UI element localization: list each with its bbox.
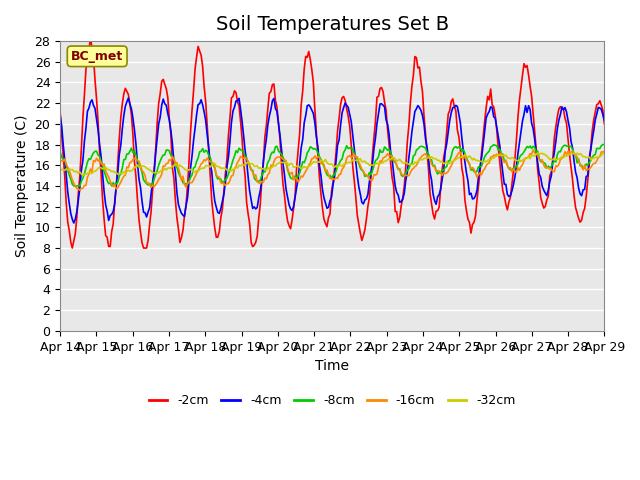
-32cm (56, 168, 64, 173)
-8cm (572, 152, 579, 157)
-16cm (125, 165, 132, 170)
-2cm (298, 102, 305, 108)
-2cm (126, 101, 134, 107)
-4cm (600, 118, 608, 123)
-32cm (573, 150, 581, 156)
-8cm (296, 170, 303, 176)
-32cm (296, 165, 303, 170)
-4cm (298, 145, 305, 151)
Y-axis label: Soil Temperature (C): Soil Temperature (C) (15, 115, 29, 257)
-8cm (238, 147, 246, 153)
-8cm (70, 183, 77, 189)
-8cm (600, 142, 608, 147)
-2cm (240, 160, 248, 166)
-8cm (56, 149, 64, 155)
-4cm (56, 112, 64, 118)
Legend: -2cm, -4cm, -8cm, -16cm, -32cm: -2cm, -4cm, -8cm, -16cm, -32cm (144, 389, 521, 412)
-4cm (125, 95, 132, 101)
-2cm (249, 244, 257, 250)
-4cm (221, 179, 229, 185)
-16cm (247, 166, 255, 172)
-2cm (68, 245, 76, 251)
-4cm (573, 175, 581, 180)
-32cm (534, 150, 541, 156)
-8cm (220, 179, 228, 184)
-16cm (238, 155, 246, 160)
Line: -2cm: -2cm (60, 37, 604, 248)
Text: BC_met: BC_met (71, 50, 124, 63)
-4cm (70, 220, 77, 226)
-16cm (573, 154, 581, 160)
-2cm (573, 210, 581, 216)
-4cm (126, 101, 134, 107)
-16cm (296, 177, 303, 182)
-8cm (247, 167, 255, 173)
Line: -4cm: -4cm (60, 98, 604, 223)
-2cm (600, 121, 608, 127)
Line: -8cm: -8cm (60, 144, 604, 186)
-16cm (76, 187, 84, 193)
-32cm (600, 150, 608, 156)
Line: -32cm: -32cm (60, 153, 604, 176)
Title: Soil Temperatures Set B: Soil Temperatures Set B (216, 15, 449, 34)
-16cm (600, 148, 608, 154)
Line: -16cm: -16cm (60, 150, 604, 190)
-4cm (240, 132, 248, 138)
-8cm (599, 142, 607, 147)
-2cm (221, 171, 229, 177)
-16cm (220, 180, 228, 186)
-8cm (125, 151, 132, 157)
X-axis label: Time: Time (316, 359, 349, 373)
-2cm (56, 109, 64, 115)
-16cm (529, 147, 537, 153)
-32cm (238, 162, 246, 168)
-4cm (249, 205, 257, 211)
-2cm (86, 35, 94, 40)
-16cm (56, 158, 64, 164)
-32cm (247, 161, 255, 167)
-32cm (79, 173, 87, 179)
-32cm (125, 168, 132, 173)
-32cm (220, 166, 228, 171)
